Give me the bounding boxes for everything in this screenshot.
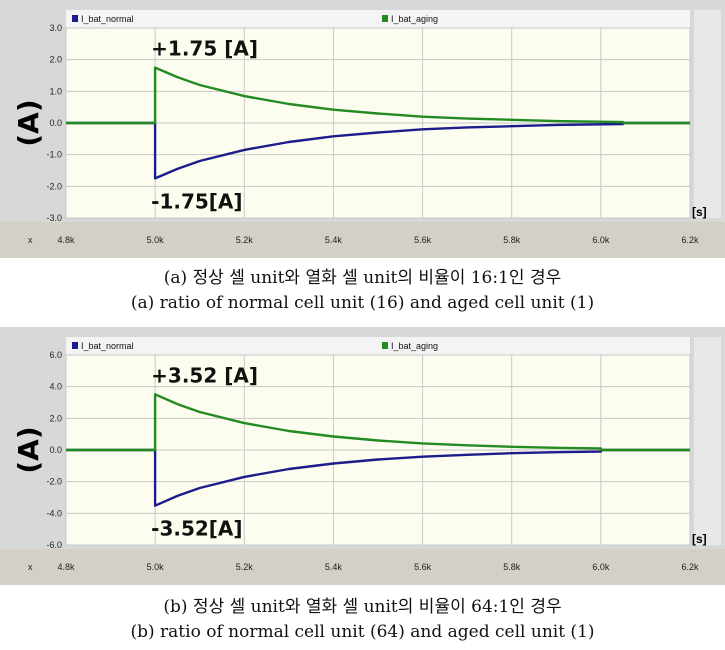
x-tick-label: 6.0k (592, 562, 610, 572)
legend-label-normal: I_bat_normal (81, 14, 134, 24)
x-axis-strip (0, 222, 725, 258)
x-tick-label: 5.4k (325, 562, 343, 572)
y-tick-label: -3.0 (46, 213, 62, 223)
legend-swatch-normal (72, 342, 78, 349)
x-tick-label: 5.8k (503, 235, 521, 245)
legend-label-aging: I_bat_aging (391, 341, 438, 351)
y-tick-label: -6.0 (46, 540, 62, 550)
x-unit-label: [s] (692, 205, 707, 219)
y-tick-label: -4.0 (46, 508, 62, 518)
y-tick-label: 4.0 (49, 382, 62, 392)
chart-a-svg: 3.0 2.0 1.0 0.0 -1.0 -2.0 -3.0 4.8k 5.0k 5.2k 5.4k… (0, 0, 725, 258)
peak-annotation-positive: +1.75 [A] (151, 37, 258, 61)
caption-b-korean: (b) 정상 셀 unit와 열화 셀 unit의 비율이 64:1인 경우 (163, 597, 562, 617)
y-tick-label: 6.0 (49, 350, 62, 360)
y-tick-label: 1.0 (49, 86, 62, 96)
legend-swatch-aging (382, 342, 388, 349)
x-tick-label: 5.2k (236, 235, 254, 245)
x-unit-label: [s] (692, 532, 707, 546)
y-tick-label: 2.0 (49, 413, 62, 423)
x-tick-label: 6.0k (592, 235, 610, 245)
x-tick-label: 5.2k (236, 562, 254, 572)
x-tick-label: 5.4k (325, 235, 343, 245)
legend-swatch-aging (382, 15, 388, 22)
chart-panel-b: 6.0 4.0 2.0 0.0 -2.0 -4.0 -6.0 4.8k 5.0k 5.2k 5.4k… (0, 327, 725, 585)
x-tick-label: 5.6k (414, 235, 432, 245)
legend-label-normal: I_bat_normal (81, 341, 134, 351)
y-tick-label: 0.0 (49, 118, 62, 128)
caption-b-english: (b) ratio of normal cell unit (64) and a… (130, 622, 595, 642)
legend-swatch-normal (72, 15, 78, 22)
y-tick-label: 2.0 (49, 55, 62, 65)
x-tick-label: 4.8k (57, 235, 75, 245)
series-line-aging (66, 66, 690, 125)
x-tick-label: 6.2k (681, 562, 699, 572)
peak-annotation-negative: -1.75[A] (151, 189, 242, 213)
legend-strip (66, 337, 690, 355)
y-axis-label: (A) (12, 426, 45, 473)
series-line-normal (66, 121, 690, 180)
y-tick-label: 3.0 (49, 23, 62, 33)
right-gutter (694, 337, 721, 545)
peak-annotation-negative: -3.52[A] (151, 517, 242, 541)
y-tick-label: 0.0 (49, 445, 62, 455)
y-tick-label: -2.0 (46, 477, 62, 487)
x-tick-label: 5.8k (503, 562, 521, 572)
series-line-aging (66, 393, 690, 452)
caption-a-english: (a) ratio of normal cell unit (16) and a… (130, 293, 595, 313)
x-axis-name: x (28, 562, 33, 572)
x-tick-label: 5.0k (147, 235, 165, 245)
y-tick-label: -1.0 (46, 150, 62, 160)
y-tick-label: -2.0 (46, 181, 62, 191)
legend-label-aging: I_bat_aging (391, 14, 438, 24)
x-tick-label: 5.0k (147, 562, 165, 572)
x-tick-label: 5.6k (414, 562, 432, 572)
series-line-normal (66, 448, 690, 507)
caption-a-korean: (a) 정상 셀 unit와 열화 셀 unit의 비율이 16:1인 경우 (163, 268, 562, 288)
y-axis-label: (A) (12, 99, 45, 146)
x-tick-label: 6.2k (681, 235, 699, 245)
chart-panel-a: 3.0 2.0 1.0 0.0 -1.0 -2.0 -3.0 4.8k 5.0k 5.2k 5.4k… (0, 0, 725, 258)
x-axis-name: x (28, 235, 33, 245)
x-tick-label: 4.8k (57, 562, 75, 572)
x-axis-strip (0, 549, 725, 585)
legend-strip (66, 10, 690, 28)
right-gutter (694, 10, 721, 218)
chart-b-svg: 6.0 4.0 2.0 0.0 -2.0 -4.0 -6.0 4.8k 5.0k 5.2k 5.4k… (0, 327, 725, 585)
peak-annotation-positive: +3.52 [A] (151, 363, 258, 387)
